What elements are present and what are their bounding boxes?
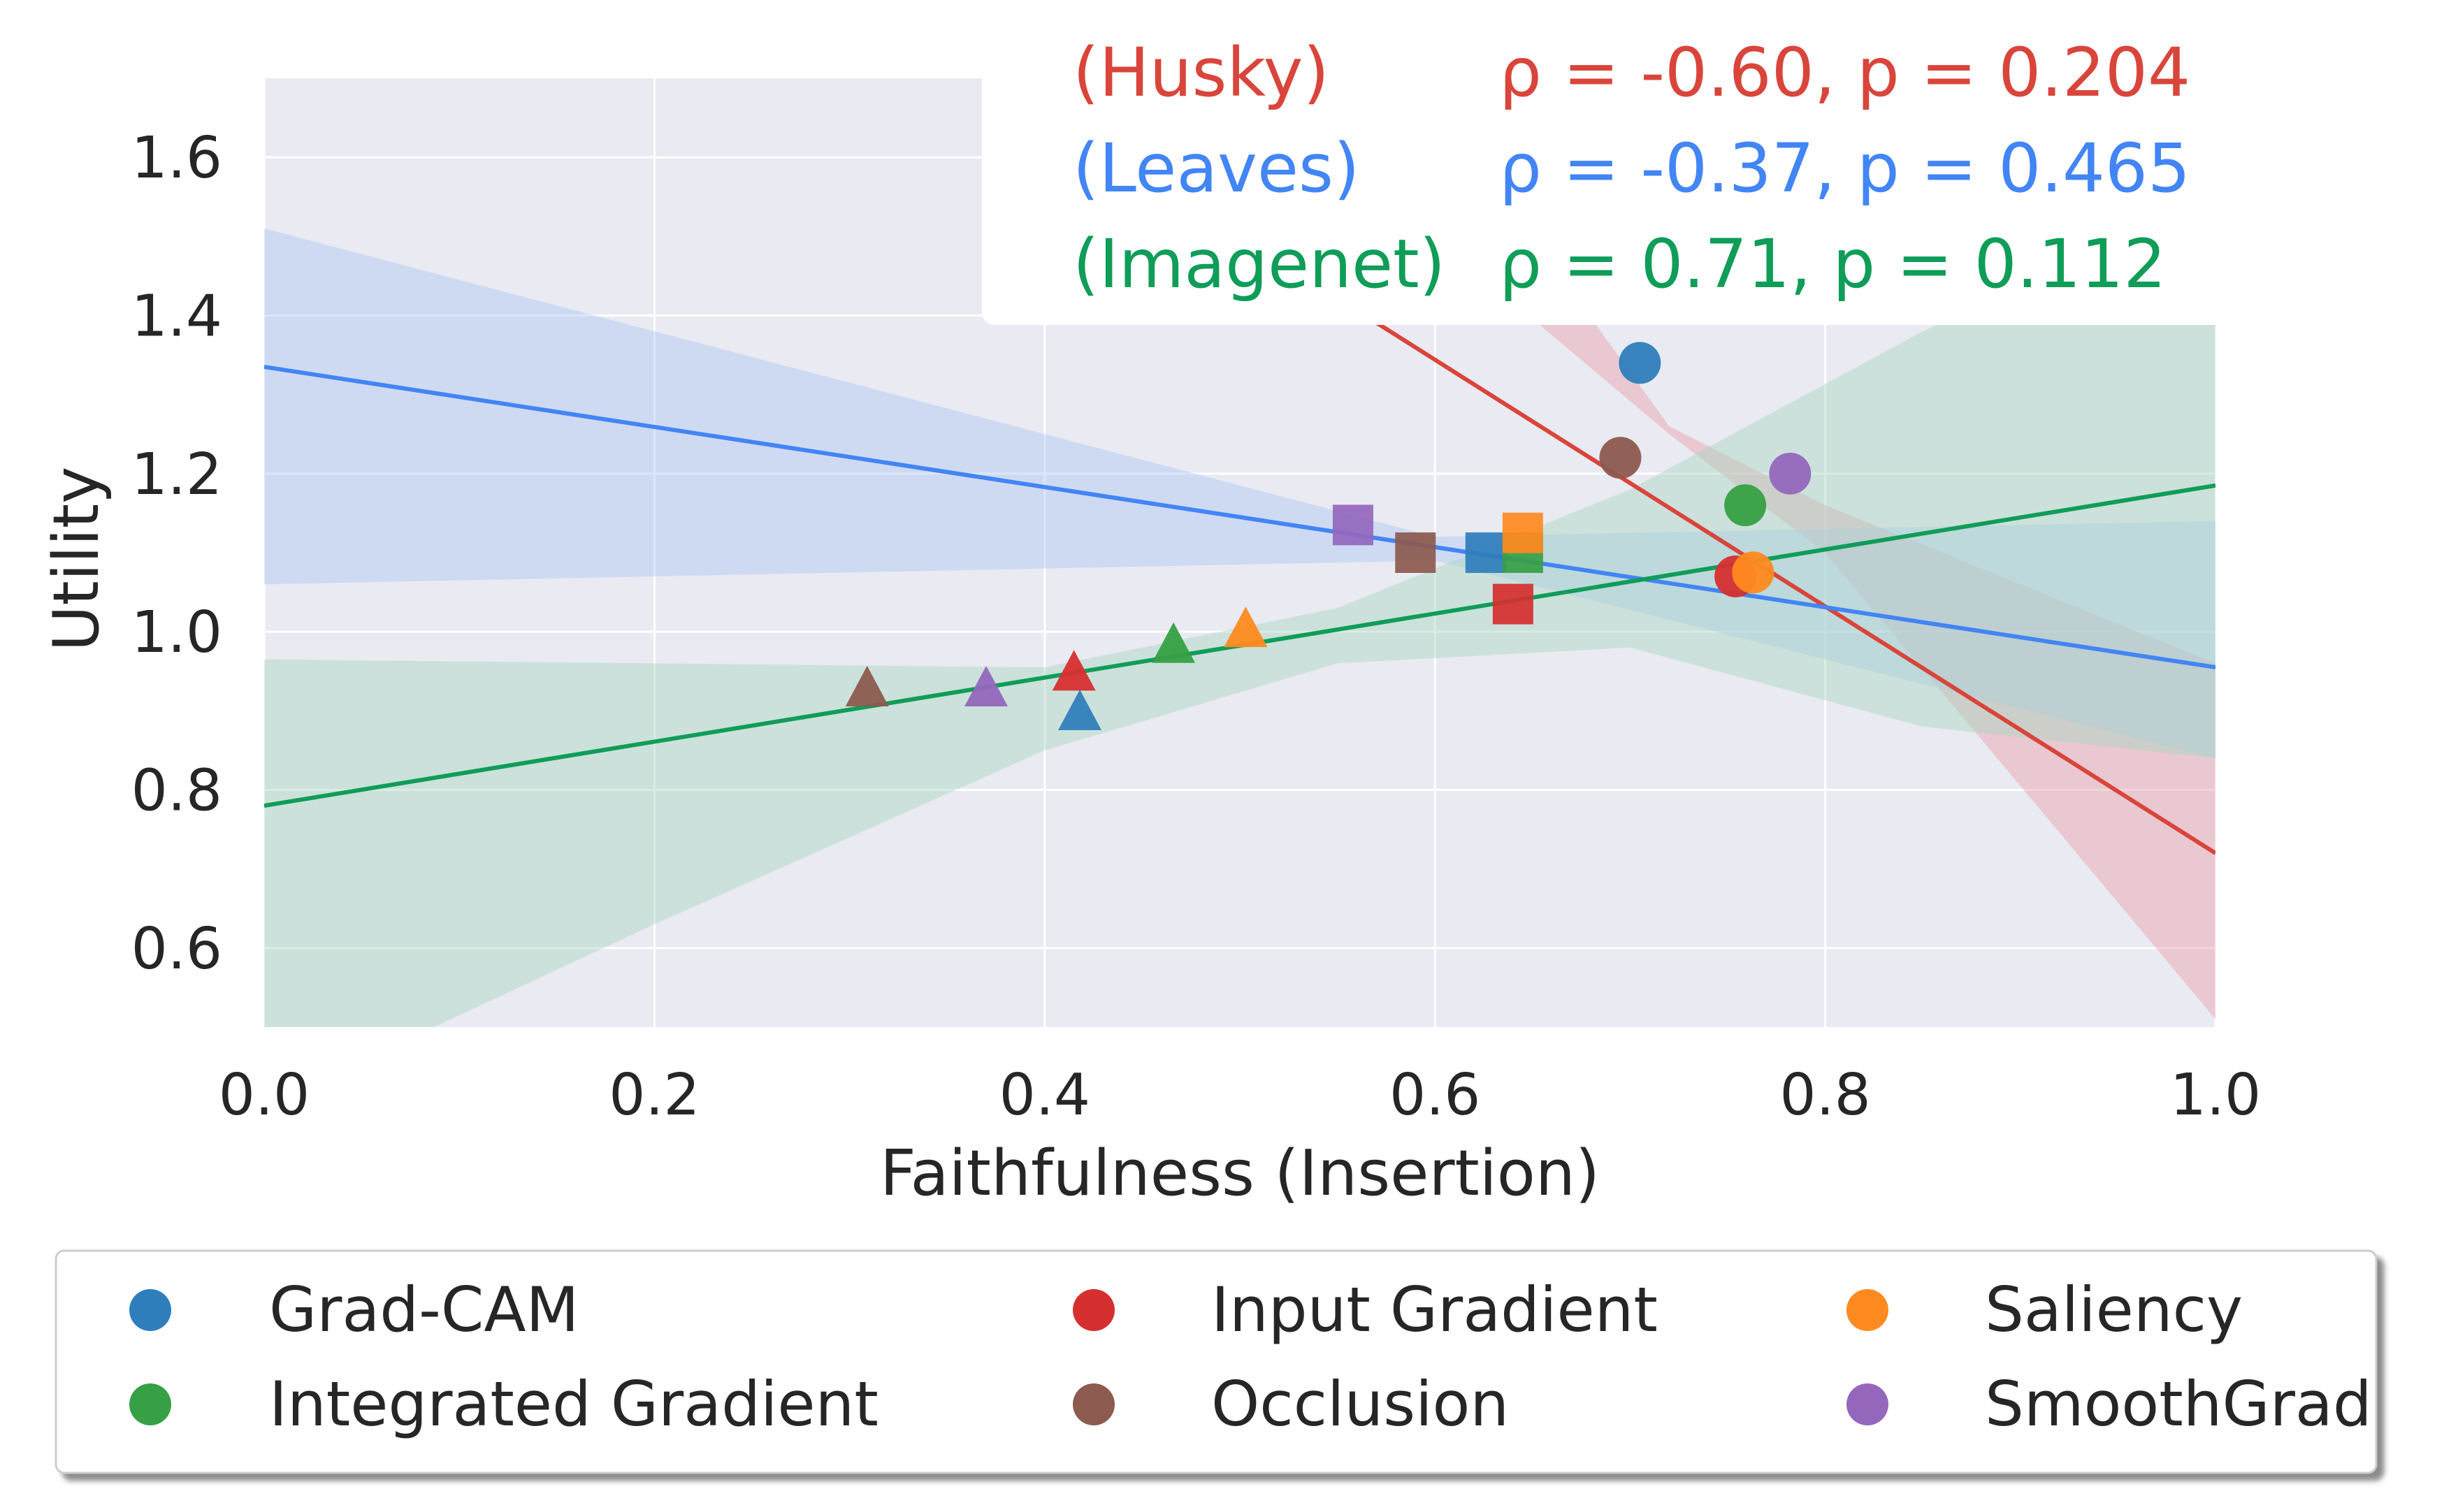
x-tick-label: 0.6 <box>1389 1062 1480 1128</box>
imagenet-input-gradient-point <box>1052 650 1096 691</box>
y-tick-label: 1.0 <box>131 599 222 666</box>
legend-marker-saliency <box>1846 1289 1888 1331</box>
correlation-annotations: (Husky) ρ = -0.60, p = 0.204 (Leaves) ρ = -… <box>1073 34 2190 303</box>
leaves-grad-cam-point <box>1465 532 1506 573</box>
husky-grad-cam-point <box>1619 342 1661 384</box>
x-tick-labels: 0.0 0.2 0.4 0.6 0.8 1.0 <box>219 1062 2261 1128</box>
legend-label-integrated-gradient: Integrated Gradient <box>269 1368 879 1440</box>
data-points <box>845 342 1812 730</box>
legend-box <box>55 1249 2378 1474</box>
legend-marker-occlusion <box>1073 1383 1115 1425</box>
leaves-dataset-label: (Leaves) <box>1073 129 1359 208</box>
legend-label-grad-cam: Grad-CAM <box>269 1274 579 1346</box>
legend-label-input-gradient: Input Gradient <box>1211 1274 1658 1346</box>
x-tick-label: 0.0 <box>219 1062 310 1128</box>
legend-marker-input-gradient <box>1073 1289 1115 1331</box>
husky-correlation-stat: ρ = -0.60, p = 0.204 <box>1499 34 2190 112</box>
legend-label-smoothgrad: SmoothGrad <box>1985 1368 2372 1440</box>
y-tick-label: 1.6 <box>131 125 222 191</box>
imagenet-confidence-band <box>264 196 2215 1027</box>
leaves-occlusion-point <box>1395 532 1436 573</box>
imagenet-smoothgrad-point <box>964 666 1008 707</box>
legend: Grad-CAM Input Gradient Saliency Integrated… <box>129 1274 2372 1440</box>
legend-label-saliency: Saliency <box>1985 1274 2243 1346</box>
y-tick-label: 0.8 <box>131 758 222 824</box>
legend-marker-integrated-gradient <box>129 1383 171 1425</box>
imagenet-saliency-point <box>1224 606 1268 648</box>
leaves-smoothgrad-point <box>1332 504 1373 546</box>
imagenet-grad-cam-point <box>1058 689 1102 730</box>
leaves-confidence-band <box>264 228 2215 759</box>
imagenet-integrated-gradient-point <box>1152 622 1196 663</box>
husky-dataset-label: (Husky) <box>1073 34 1329 112</box>
y-tick-labels: 0.6 0.8 1.0 1.2 1.4 1.6 <box>131 125 222 982</box>
y-tick-label: 1.2 <box>131 442 222 508</box>
imagenet-correlation-stat: ρ = 0.71, p = 0.112 <box>1499 225 2166 303</box>
imagenet-dataset-label: (Imagenet) <box>1073 225 1445 303</box>
husky-saliency-point <box>1732 551 1774 594</box>
legend-marker-grad-cam <box>129 1289 171 1331</box>
x-tick-label: 0.8 <box>1779 1062 1870 1128</box>
leaves-correlation-stat: ρ = -0.37, p = 0.465 <box>1499 129 2190 208</box>
leaves-saliency-point <box>1502 512 1543 553</box>
husky-occlusion-point <box>1599 437 1642 479</box>
y-tick-label: 0.6 <box>131 916 222 982</box>
husky-smoothgrad-point <box>1769 452 1812 495</box>
y-tick-label: 1.4 <box>131 284 222 350</box>
x-tick-label: 0.4 <box>999 1062 1090 1128</box>
leaves-input-gradient-point <box>1492 583 1533 625</box>
x-tick-label: 0.2 <box>609 1062 700 1128</box>
annotation-box <box>982 28 2233 325</box>
confidence-bands <box>264 78 2215 1027</box>
legend-label-occlusion: Occlusion <box>1211 1368 1509 1440</box>
leaves-regression-line <box>264 365 2215 670</box>
imagenet-occlusion-point <box>845 666 889 707</box>
x-tick-label: 1.0 <box>2170 1062 2261 1128</box>
husky-integrated-gradient-point <box>1724 484 1767 527</box>
y-axis-label: Utility <box>40 467 113 652</box>
legend-marker-smoothgrad <box>1846 1383 1888 1425</box>
x-axis-label: Faithfulness (Insertion) <box>880 1137 1600 1210</box>
